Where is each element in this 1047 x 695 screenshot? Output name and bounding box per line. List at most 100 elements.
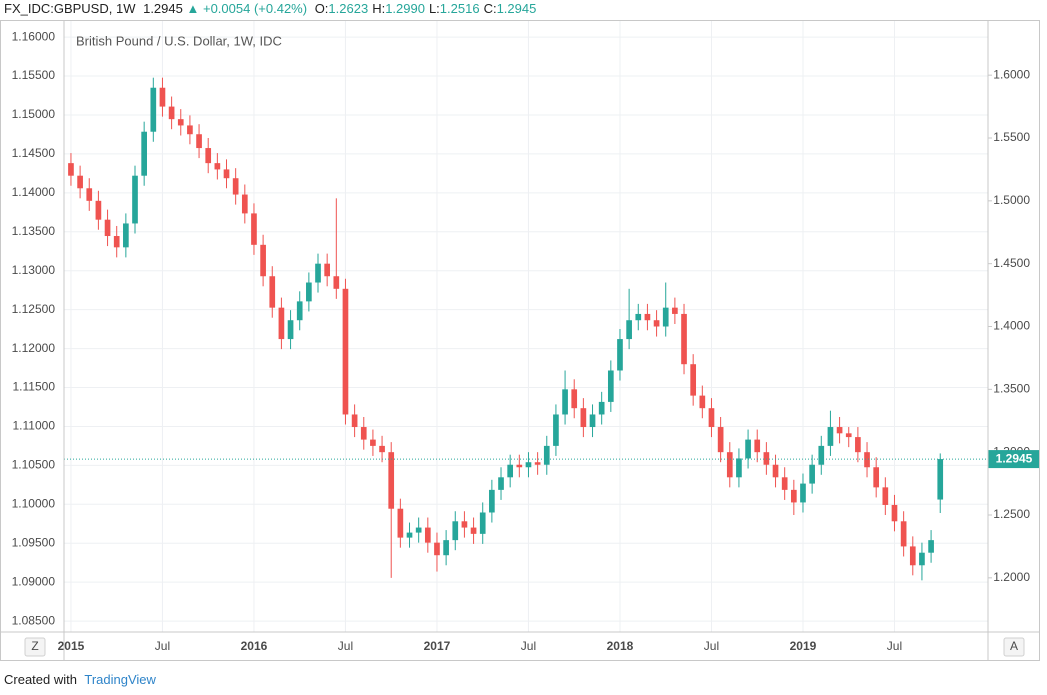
candle-body xyxy=(772,464,779,478)
candle-body xyxy=(214,163,221,170)
y-tick-label: 1.15000 xyxy=(12,107,56,121)
y-tick-label: 1.12000 xyxy=(12,341,56,355)
candle-body xyxy=(690,364,697,396)
candle-body xyxy=(489,489,495,513)
candle-body xyxy=(251,213,257,245)
candle-body xyxy=(553,414,559,446)
candle-body xyxy=(836,427,843,434)
candle-body xyxy=(498,477,504,490)
y-tick-label: 1.10500 xyxy=(12,458,56,472)
candle-body xyxy=(891,504,898,522)
y2-tick-label: 1.4000 xyxy=(993,319,1030,333)
candle-body xyxy=(187,125,193,135)
x-tick-label: Jul xyxy=(704,639,719,653)
candle-body xyxy=(626,320,632,340)
candle-body xyxy=(534,462,541,465)
y2-tick-label: 1.5500 xyxy=(993,130,1030,144)
candle-body xyxy=(479,512,486,534)
plot-area xyxy=(64,20,988,632)
x-tick-label: 2015 xyxy=(58,639,85,653)
candle-body xyxy=(882,487,889,505)
symbol: FX_IDC:GBPUSD, 1W xyxy=(4,1,136,16)
y-tick-label: 1.13500 xyxy=(12,224,56,238)
candle-body xyxy=(543,445,550,465)
candle-body xyxy=(77,175,83,189)
ohlc-key: L: xyxy=(429,1,440,16)
candle-body xyxy=(800,483,806,503)
candle-body xyxy=(113,236,120,248)
button-label[interactable]: A xyxy=(1010,639,1018,653)
candle-body xyxy=(909,546,916,566)
y2-tick-label: 1.4500 xyxy=(993,256,1030,270)
y-tick-label: 1.11000 xyxy=(13,419,56,433)
axes: 1.08500 1.09000 1.09500 1.10000 1.10500 1.110… xyxy=(12,29,1040,653)
candle-body xyxy=(635,313,642,321)
ohlc-key: H: xyxy=(372,1,385,16)
candle-body xyxy=(607,370,614,402)
candle-body xyxy=(397,508,404,538)
change: +0.0054 (+0.42%) xyxy=(203,1,307,16)
candle-body xyxy=(754,439,761,453)
button-label[interactable]: Z xyxy=(31,639,38,653)
y2-tick-label: 1.3500 xyxy=(993,382,1030,396)
ohlc-value: 1.2516 xyxy=(440,1,480,16)
candle-body xyxy=(809,464,815,484)
candle-body xyxy=(260,244,266,277)
x-tick-label: Jul xyxy=(338,639,353,653)
candle-body xyxy=(95,200,102,220)
candle-body xyxy=(461,521,468,528)
candle-body xyxy=(864,452,870,468)
candle-body xyxy=(123,223,129,248)
button[interactable] xyxy=(24,637,46,657)
y2-tick-label: 1.2500 xyxy=(993,507,1030,521)
candle-body xyxy=(571,389,578,409)
last-price-label: 1.2945 xyxy=(996,451,1033,465)
candle-body xyxy=(269,276,276,308)
watermark: British Pound / U.S. Dollar, 1W, IDC xyxy=(76,33,282,48)
y-tick-label: 1.12500 xyxy=(12,302,56,316)
footer-text: Created with xyxy=(4,672,77,687)
candle-body xyxy=(681,313,687,365)
y-tick-label: 1.14000 xyxy=(12,185,56,199)
candle-body xyxy=(434,542,440,556)
candle-body xyxy=(708,408,715,428)
candle-body xyxy=(415,527,422,533)
candle-body xyxy=(717,427,724,453)
y-tick-label: 1.09500 xyxy=(12,535,56,549)
candle-body xyxy=(662,307,669,327)
button[interactable] xyxy=(1003,637,1025,657)
header: FX_IDC:GBPUSD, 1W 1.2945 ▲ +0.0054 (+0.4… xyxy=(4,1,536,16)
x-tick-label: Jul xyxy=(521,639,536,653)
candle-body xyxy=(406,532,413,538)
y2-tick-label: 1.6000 xyxy=(993,67,1030,81)
candle-body xyxy=(86,188,93,201)
y2-tick-label: 1.2000 xyxy=(993,570,1030,584)
y-tick-label: 1.09000 xyxy=(12,574,56,588)
candle-body xyxy=(278,307,285,340)
x-tick-label: 2019 xyxy=(790,639,817,653)
candle-body xyxy=(150,87,157,132)
candle-body xyxy=(443,540,449,556)
ohlc-key: O: xyxy=(315,1,329,16)
footer-brand: TradingView xyxy=(84,672,156,687)
candle-body xyxy=(287,320,294,340)
candle-body xyxy=(296,301,303,321)
candle-body xyxy=(525,462,532,468)
candle-body xyxy=(196,134,202,149)
candle-body xyxy=(205,148,212,164)
candle-body xyxy=(781,477,788,490)
candle-body xyxy=(324,263,330,277)
y-tick-label: 1.14500 xyxy=(12,146,56,160)
footer: Created with TradingView xyxy=(4,672,157,687)
last-price: 1.2945 xyxy=(143,1,183,16)
candle-body xyxy=(644,313,651,321)
candle-body xyxy=(827,427,834,446)
x-tick-label: 2017 xyxy=(424,639,451,653)
candle-body xyxy=(763,452,770,465)
candle-body xyxy=(699,395,706,409)
right-axis-panel xyxy=(988,20,1040,632)
y2-tick-label: 1.5000 xyxy=(993,193,1030,207)
candle-body xyxy=(580,408,587,428)
